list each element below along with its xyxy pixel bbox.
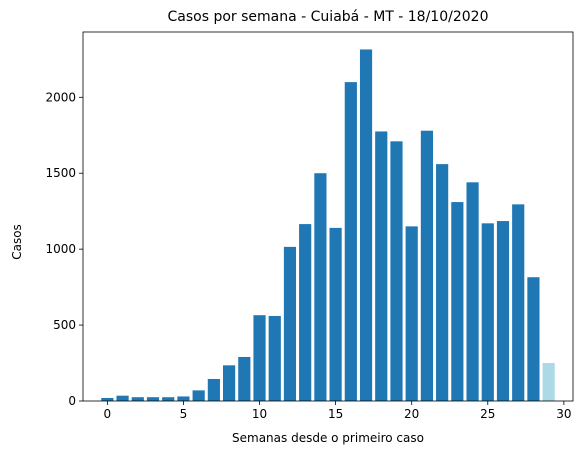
bar bbox=[268, 315, 281, 401]
plot-frame bbox=[82, 31, 574, 402]
bar bbox=[496, 221, 510, 401]
bar bbox=[436, 164, 449, 401]
x-axis-label: Semanas desde o primeiro caso bbox=[232, 431, 424, 445]
bar bbox=[512, 204, 525, 401]
bar bbox=[314, 173, 327, 401]
bar bbox=[207, 378, 220, 401]
bar bbox=[238, 356, 251, 401]
x-tick-label: 25 bbox=[480, 407, 495, 421]
bar bbox=[101, 397, 114, 401]
y-tick-label: 1500 bbox=[45, 166, 76, 180]
axes-group: 0 5 10 15 20 25 30 0 500 1000 1500 2000 bbox=[45, 31, 574, 421]
x-tick-label: 30 bbox=[556, 407, 571, 421]
bar bbox=[390, 141, 403, 402]
bars-group bbox=[101, 49, 555, 402]
bar bbox=[192, 390, 205, 401]
bar bbox=[253, 315, 266, 401]
bar bbox=[420, 130, 433, 401]
bar bbox=[481, 223, 494, 401]
y-axis-label: Casos bbox=[10, 224, 24, 260]
bar bbox=[451, 202, 464, 401]
x-tick-label: 20 bbox=[404, 407, 419, 421]
y-tick-label: 1000 bbox=[45, 242, 76, 256]
x-tick-label: 15 bbox=[328, 407, 343, 421]
bar bbox=[359, 49, 373, 402]
bar bbox=[405, 226, 418, 401]
y-tick-label: 2000 bbox=[45, 90, 76, 104]
bar bbox=[162, 397, 175, 401]
bar bbox=[527, 277, 540, 401]
bar bbox=[299, 224, 312, 401]
bar bbox=[116, 395, 129, 401]
x-tick-label: 10 bbox=[252, 407, 267, 421]
bar bbox=[329, 227, 342, 401]
bar bbox=[375, 131, 388, 402]
bar bbox=[131, 397, 144, 401]
x-tick-label: 0 bbox=[104, 407, 112, 421]
bar bbox=[466, 182, 479, 401]
y-tick-label: 500 bbox=[53, 318, 76, 332]
bar bbox=[177, 396, 190, 401]
bar bbox=[146, 397, 160, 401]
bar bbox=[344, 82, 357, 401]
y-tick-label: 0 bbox=[68, 394, 76, 408]
x-tick-label: 5 bbox=[180, 407, 188, 421]
bar bbox=[223, 365, 236, 401]
bar bbox=[542, 363, 555, 401]
chart-title: Casos por semana - Cuiabá - MT - 18/10/2… bbox=[168, 9, 489, 25]
bar bbox=[283, 246, 297, 401]
